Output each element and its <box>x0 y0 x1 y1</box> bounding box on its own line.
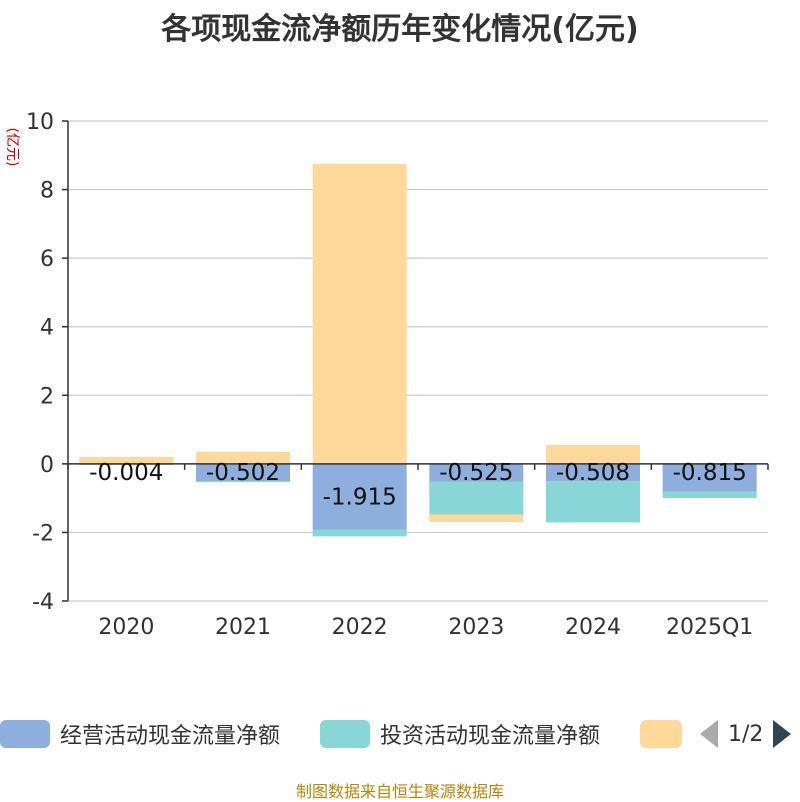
legend-swatch-financing <box>640 720 682 748</box>
data-label: -0.525 <box>439 460 513 486</box>
legend: 经营活动现金流量净额 投资活动现金流量净额 <box>0 716 800 756</box>
legend-pager: 1/2 <box>700 716 792 752</box>
bar-series-2 <box>312 163 407 464</box>
x-tick-label: 2025Q1 <box>666 615 753 640</box>
legend-swatch-investing <box>320 720 370 748</box>
bar-series-2 <box>79 457 174 464</box>
legend-item-investing[interactable]: 投资活动现金流量净额 <box>320 716 600 752</box>
bar-series-1 <box>429 481 524 515</box>
y-tick-label: 2 <box>40 384 54 409</box>
y-tick-label: 10 <box>26 110 54 135</box>
legend-swatch-operating <box>0 720 50 748</box>
prev-page-icon[interactable] <box>700 720 718 748</box>
chart-canvas: -4 -2 0 2 4 6 8 10 2020 2021 2022 2023 2024 2025Q1 -0.… <box>26 110 769 640</box>
y-tick-label: 4 <box>40 316 54 341</box>
x-tick-label: 2022 <box>332 615 388 640</box>
legend-label-investing: 投资活动现金流量净额 <box>380 724 601 749</box>
bar-series-0 <box>546 463 640 482</box>
y-tick-label: -2 <box>32 521 54 546</box>
x-tick-label: 2020 <box>98 615 154 640</box>
bar-series-1 <box>546 481 640 523</box>
chart-title: 各项现金流净额历年变化情况(亿元) <box>161 12 639 47</box>
bar-series-1 <box>196 481 290 483</box>
bar-series-0 <box>312 463 407 530</box>
legend-page-indicator: 1/2 <box>728 721 764 747</box>
x-tick-label: 2023 <box>448 615 504 640</box>
y-tick-label: -4 <box>32 590 54 615</box>
legend-item-operating[interactable]: 经营活动现金流量净额 <box>0 716 280 752</box>
data-source: 制图数据来自恒生聚源数据库 <box>295 782 504 801</box>
bar-series-2 <box>546 445 640 464</box>
x-tick-label: 2021 <box>215 615 271 640</box>
bar-series-2 <box>429 514 524 522</box>
bar-series-0 <box>662 463 757 492</box>
bar-series-0 <box>196 463 290 482</box>
data-label: -0.004 <box>89 460 163 486</box>
x-tick-label: 2024 <box>565 615 621 640</box>
y-tick-label: 0 <box>40 453 54 478</box>
legend-item-financing[interactable] <box>640 716 682 752</box>
legend-label-operating: 经营活动现金流量净额 <box>60 724 281 749</box>
data-label: -0.508 <box>556 460 630 486</box>
next-page-icon[interactable] <box>773 720 792 748</box>
data-label: -0.502 <box>206 460 280 486</box>
bar-series-2 <box>196 451 290 464</box>
y-tick-label: 6 <box>40 247 54 272</box>
bar-series-1 <box>662 491 757 498</box>
data-label: -1.915 <box>323 485 397 511</box>
data-label: -0.815 <box>673 460 747 486</box>
bar-series-1 <box>312 529 407 537</box>
y-tick-label: 8 <box>40 179 54 204</box>
bar-series-0 <box>429 463 524 482</box>
